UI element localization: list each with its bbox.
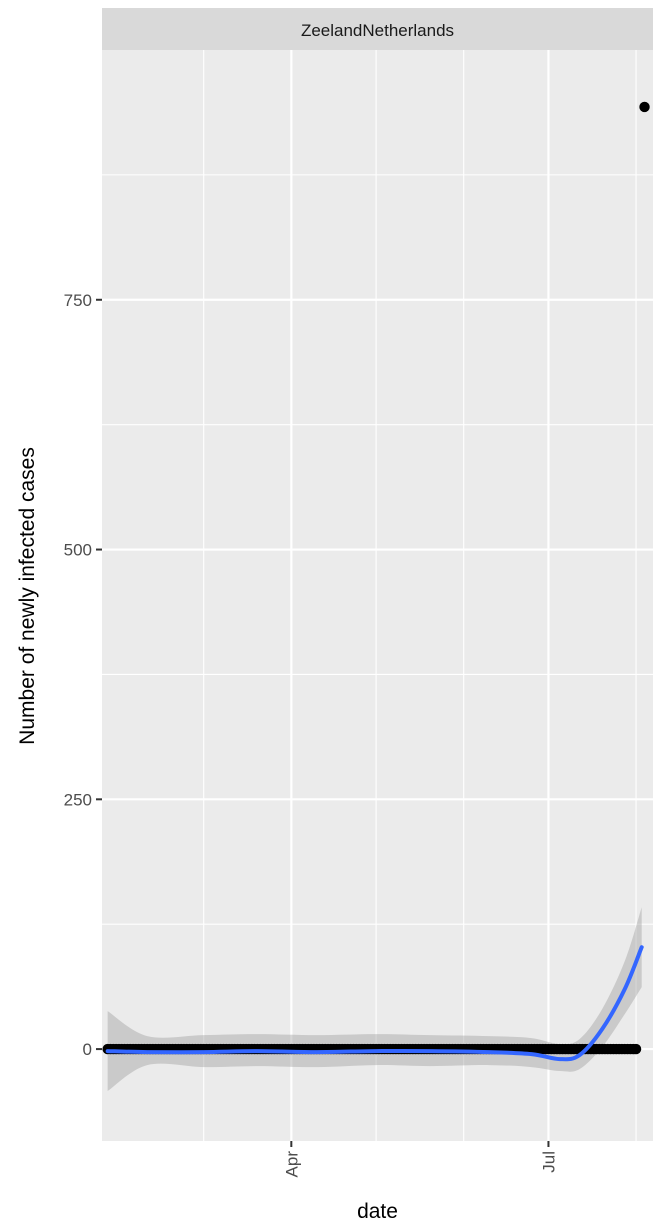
grid-minor [102,50,653,1141]
y-tick-label: 0 [83,1040,92,1059]
plot-panel [102,50,653,1141]
facet-strip [102,8,653,50]
y-tick-label: 500 [64,541,92,560]
data-point-outlier [639,101,650,113]
y-tick-label: 750 [64,291,92,310]
y-tick-label: 250 [64,790,92,809]
x-axis: Apr Jul [282,1141,558,1177]
smooth-line [105,945,644,1062]
facet-label: ZeelandNetherlands [301,21,454,40]
smooth-line-layer [105,945,644,1062]
x-tick-label: Apr [282,1151,301,1178]
y-axis-title: Number of newly infected cases [16,447,39,745]
x-axis-title: date [357,1200,398,1223]
x-tick-label: Jul [539,1151,558,1173]
data-point [630,1043,642,1055]
y-axis: 0 250 500 750 [64,291,102,1059]
